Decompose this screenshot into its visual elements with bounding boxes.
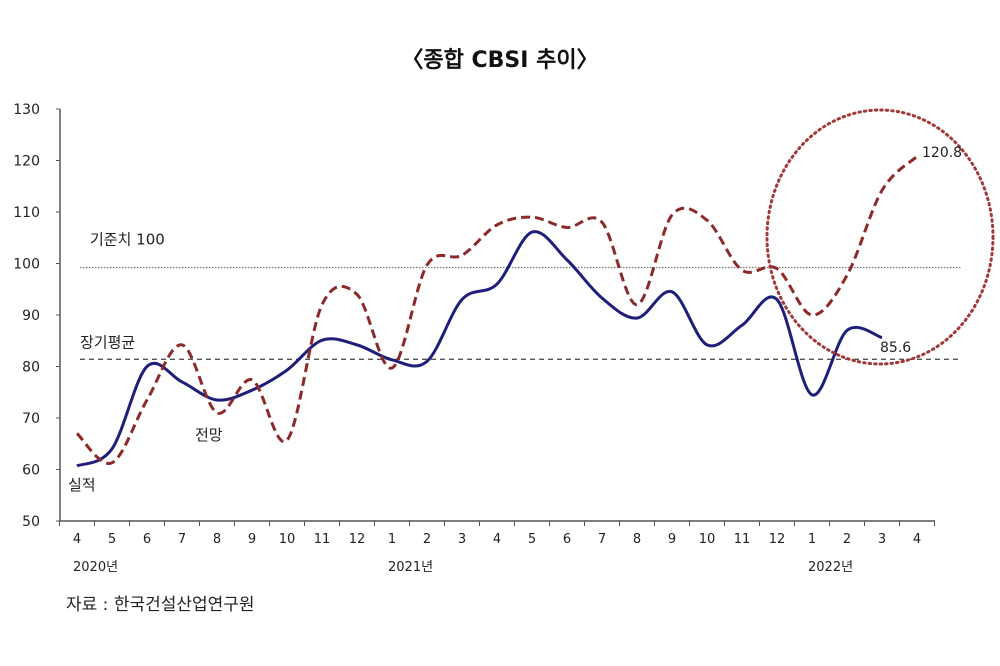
x-tick-label: 9	[248, 532, 256, 547]
year-label: 2022년	[808, 560, 853, 575]
year-label: 2021년	[388, 560, 433, 575]
y-tick-label: 50	[22, 514, 40, 530]
x-tick-label: 5	[528, 532, 536, 547]
x-tick-label: 9	[668, 532, 676, 547]
x-tick-label: 12	[769, 532, 786, 547]
source-note: 자료 : 한국건설산업연구원	[66, 595, 255, 615]
long-term-average-label: 장기평균	[80, 333, 135, 351]
series-label-forecast: 전망	[195, 426, 223, 444]
x-tick-label: 3	[458, 532, 466, 547]
annotation-actual-end: 85.6	[880, 340, 911, 356]
y-tick-label: 100	[13, 257, 40, 273]
x-tick-label: 11	[314, 532, 331, 547]
y-tick-label: 80	[22, 360, 40, 376]
chart-title: 〈종합 CBSI 추이〉	[401, 48, 599, 73]
y-tick-label: 120	[13, 154, 40, 170]
x-tick-label: 1	[808, 532, 816, 547]
actual-series-line	[76, 230, 883, 468]
x-tick-label: 10	[279, 532, 296, 547]
x-tick-label: 2	[843, 532, 851, 547]
x-tick-label: 3	[878, 532, 886, 547]
x-tick-label: 5	[108, 532, 116, 547]
annotation-forecast-end: 120.8	[922, 145, 962, 161]
x-tick-label: 4	[913, 532, 921, 547]
x-tick-label: 1	[388, 532, 396, 547]
highlight-circle	[765, 108, 995, 366]
y-tick-label: 110	[13, 205, 40, 221]
y-tick-label: 90	[22, 308, 40, 324]
y-tick-label: 130	[13, 102, 40, 118]
series-label-actual: 실적	[68, 476, 96, 494]
x-tick-label: 4	[73, 532, 81, 547]
x-tick-label: 7	[598, 532, 606, 547]
x-tick-label: 6	[563, 532, 571, 547]
year-label: 2020년	[73, 560, 118, 575]
baseline-label: 기준치 100	[90, 231, 165, 249]
y-tick-label: 60	[22, 463, 40, 479]
x-tick-label: 11	[734, 532, 751, 547]
x-tick-label: 4	[493, 532, 501, 547]
y-tick-label: 70	[22, 411, 40, 427]
forecast-series-line	[75, 155, 919, 465]
x-tick-label: 2	[423, 532, 431, 547]
x-tick-label: 8	[633, 532, 641, 547]
x-tick-label: 12	[349, 532, 366, 547]
x-tick-label: 8	[213, 532, 221, 547]
x-tick-label: 6	[143, 532, 151, 547]
x-tick-label: 10	[699, 532, 716, 547]
x-tick-label: 7	[178, 532, 186, 547]
